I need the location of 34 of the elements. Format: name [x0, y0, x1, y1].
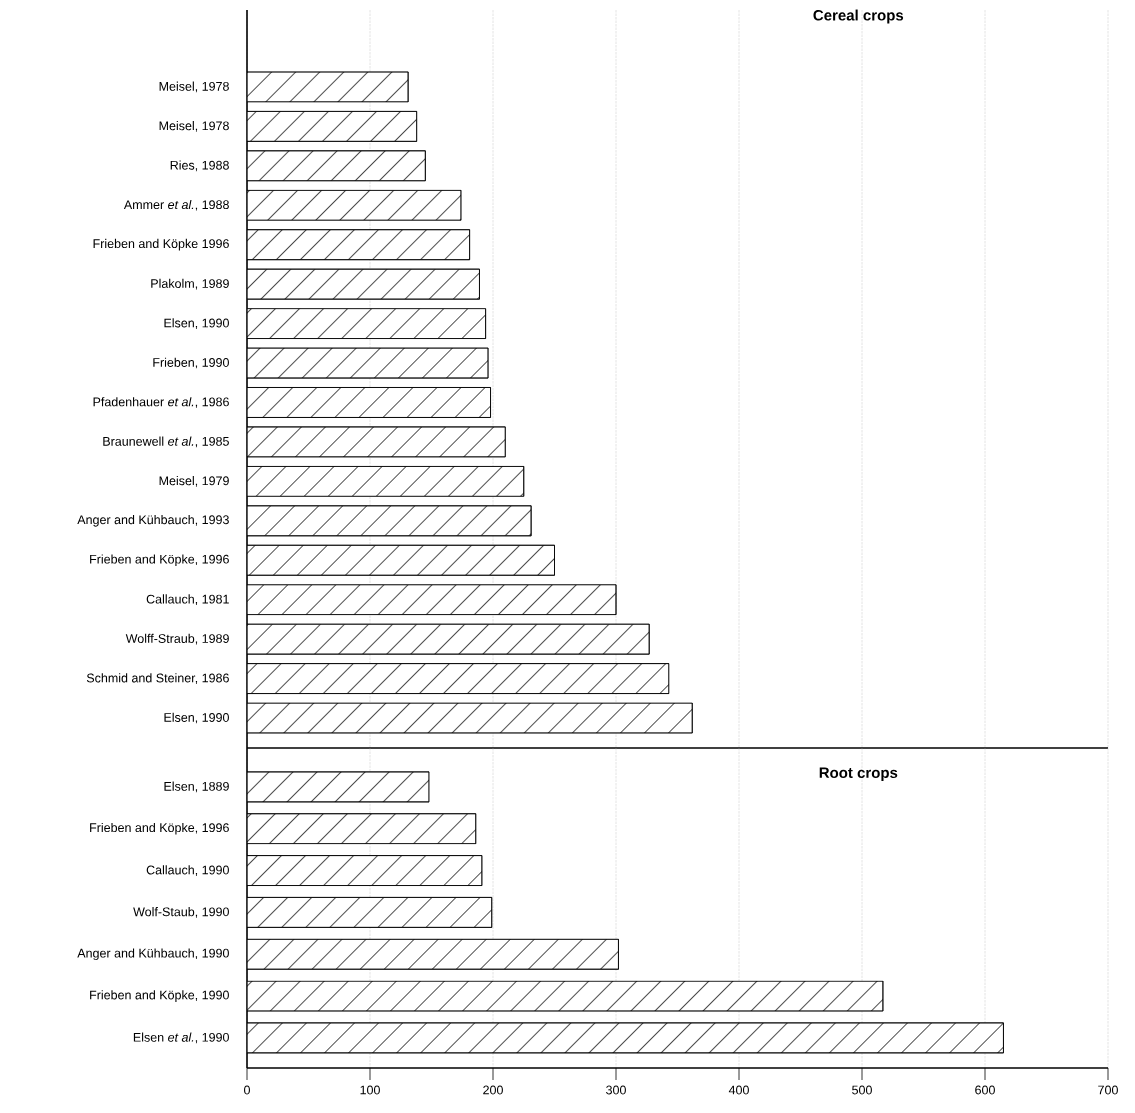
y-tick-label: Elsen, 1889 — [164, 781, 229, 793]
y-tick-label: Anger and Kühbauch, 1993 — [77, 514, 229, 527]
y-tick-label: Anger and Kühbauch, 1990 — [77, 948, 229, 961]
x-tick-label: 300 — [606, 1085, 626, 1095]
y-tick-label: Meisel, 1978 — [159, 81, 229, 93]
text: Root crops — [819, 767, 898, 781]
chart-title: Cereal crops — [813, 9, 904, 24]
x-tick-label: 0 — [244, 1085, 250, 1095]
y-tick-label: Wolff-Straub, 1989 — [125, 633, 229, 645]
y-tick-label: Braunewell et al., 1985 — [103, 436, 229, 448]
y-tick-label: Frieben and Köpke, 1990 — [90, 990, 229, 1002]
y-tick-label: Frieben, 1990 — [153, 357, 229, 369]
y-tick-label: Meisel, 1979 — [159, 476, 229, 487]
x-tick-label: 200 — [483, 1085, 503, 1095]
y-tick-label: Frieben and Köpke, 1996 — [90, 822, 229, 835]
y-tick-label: Elsen, 1990 — [164, 318, 229, 329]
x-tick-label: 100 — [360, 1085, 380, 1095]
y-tick-label: Frieben and Köpke 1996 — [93, 238, 229, 251]
y-tick-label: Callauch, 1990 — [146, 865, 229, 876]
y-tick-label: Elsen, 1990 — [164, 712, 229, 724]
y-tick-label: Elsen et al., 1990 — [133, 1032, 229, 1044]
y-tick-label: Schmid and Steiner, 1986 — [86, 673, 229, 684]
x-tick-label: 700 — [1098, 1085, 1118, 1095]
x-tick-label: 500 — [852, 1085, 872, 1095]
y-tick-label: Plakolm, 1989 — [151, 278, 229, 290]
y-tick-label: Meisel, 1978 — [159, 121, 229, 132]
y-tick-label: Frieben and Köpke, 1996 — [90, 554, 229, 567]
x-tick-label: 400 — [728, 1085, 749, 1095]
y-tick-label: Wolf-Staub, 1990 — [133, 907, 229, 918]
x-tick-label: 600 — [975, 1085, 995, 1095]
y-tick-label: Ammer et al., 1988 — [123, 199, 229, 211]
y-tick-label: Callauch, 1981 — [146, 594, 229, 606]
y-tick-label: Pfadenhauer et al., 1986 — [93, 397, 229, 408]
y-tick-label: Ries, 1988 — [170, 160, 229, 172]
